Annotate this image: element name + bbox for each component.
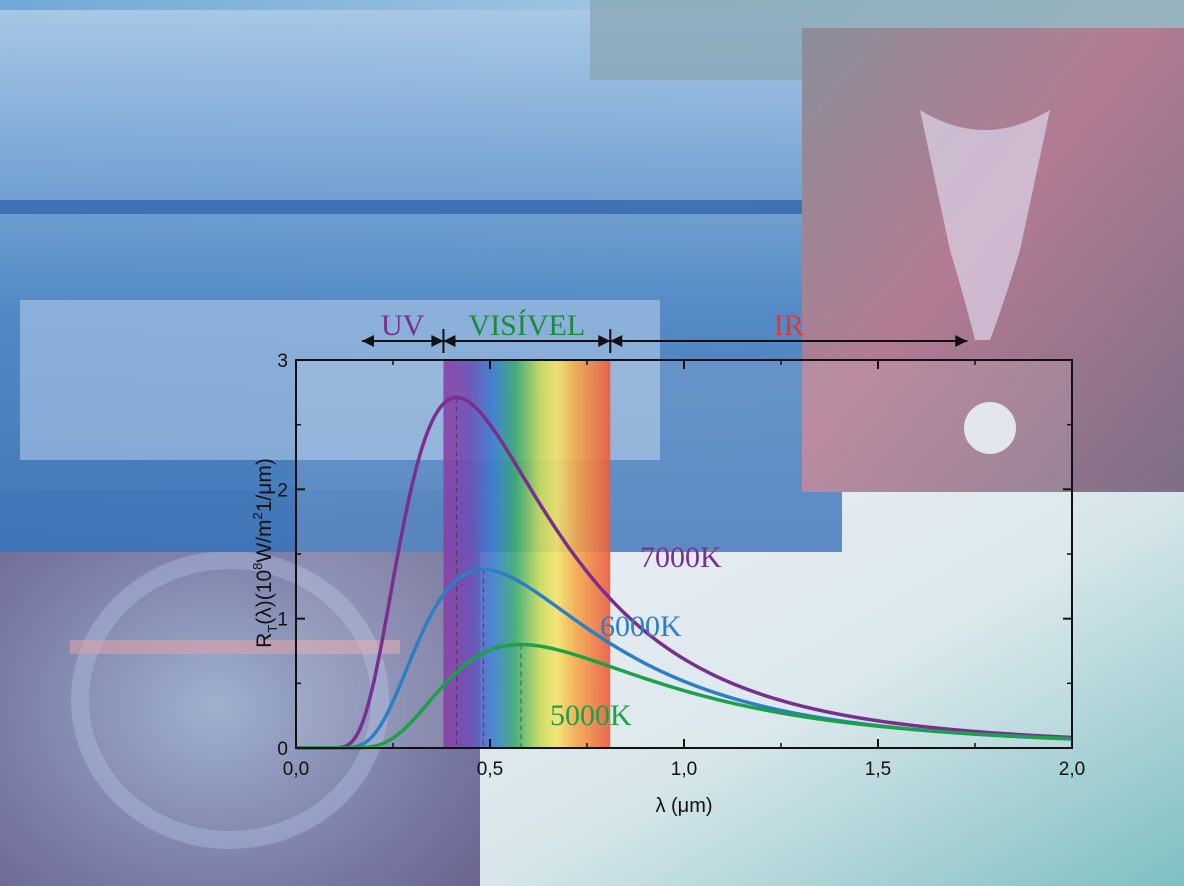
region-arrowhead-right-uv [431, 335, 444, 347]
region-arrowhead-left-uv [361, 335, 374, 347]
y-tick-label: 2 [277, 480, 288, 501]
series-label-7000k: 7000K [640, 541, 722, 574]
y-tick-label: 1 [277, 610, 288, 631]
x-axis-label: λ (μm) [655, 795, 712, 817]
region-arrowhead-right-ir [955, 335, 968, 347]
plot-background [296, 360, 1072, 748]
background-ring-glow [71, 551, 389, 849]
background-lab-beam [0, 200, 842, 214]
region-arrowhead-right-visível [598, 335, 611, 347]
region-arrowhead-left-ir [610, 335, 623, 347]
plot-area: 7000K 6000K 5000K 0,0 0,5 1,0 1,5 2,0 0 1 2 3 λ (μm)… [250, 309, 1085, 817]
y-tick-label: 0 [277, 739, 288, 760]
region-label-uv: UV [381, 309, 425, 342]
visible-spectrum-band [443, 360, 611, 748]
y-axis-label: RT(λ)(108W/m21/μm) [250, 458, 280, 648]
background-plasma-lens [964, 402, 1016, 454]
y-tick-label: 3 [277, 351, 288, 372]
x-tick-label: 2,0 [1059, 759, 1085, 780]
series-line-5000k [296, 642, 1073, 750]
series-label-6000k: 6000K [600, 610, 682, 643]
background-lab-photo [0, 10, 842, 552]
background-glow-strip [70, 640, 400, 654]
x-tick-label: 0,5 [477, 759, 503, 780]
x-tick-label: 1,0 [671, 759, 697, 780]
series-line-7000k [296, 395, 1073, 750]
x-tick-label: 1,5 [865, 759, 891, 780]
region-arrowhead-left-visível [443, 335, 456, 347]
x-tick-label: 0,0 [283, 759, 309, 780]
background-plasma-torch [920, 110, 1050, 340]
region-label-ir: IR [774, 309, 804, 342]
series-label-5000k: 5000K [550, 699, 632, 732]
region-label-visível: VISÍVEL [469, 309, 586, 342]
